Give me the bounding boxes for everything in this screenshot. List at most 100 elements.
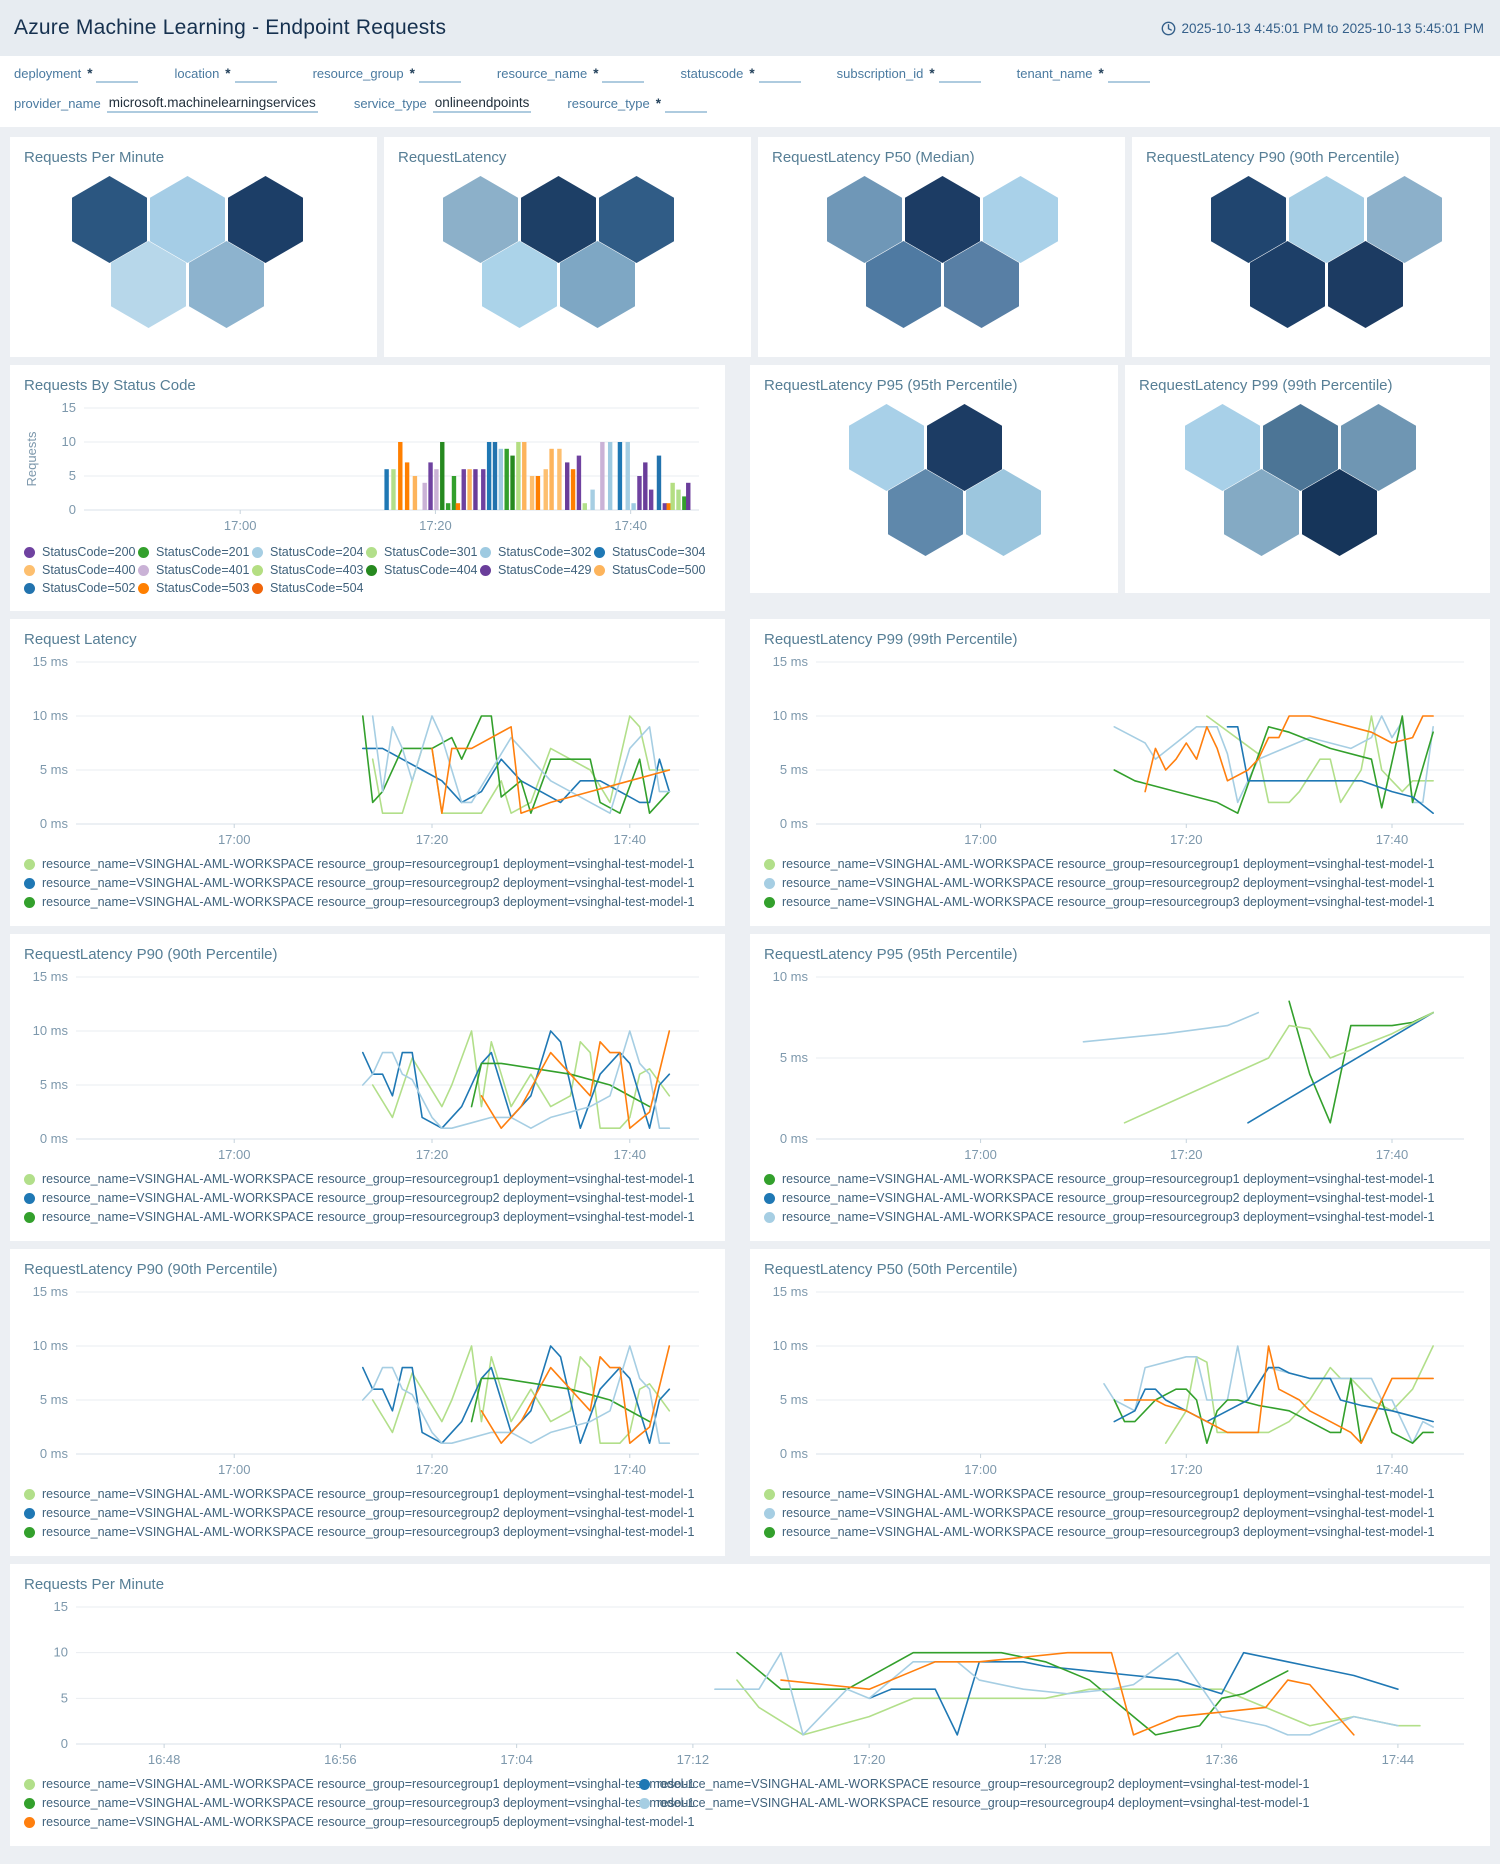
- filter-location[interactable]: location *: [174, 66, 277, 83]
- filter-input[interactable]: [758, 67, 801, 83]
- request-latency-p50-chart[interactable]: 0 ms 5 ms 10 ms 15 ms 17:00 17:20 17:40: [764, 1280, 1476, 1485]
- legend-item[interactable]: StatusCode=401: [138, 563, 252, 577]
- legend-item[interactable]: resource_name=VSINGHAL-AML-WORKSPACE res…: [24, 1777, 695, 1791]
- legend-item[interactable]: StatusCode=302: [480, 545, 594, 559]
- hexagon[interactable]: [827, 176, 902, 263]
- filter-deployment[interactable]: deployment *: [14, 66, 139, 83]
- filter-value[interactable]: *: [749, 66, 755, 81]
- hexagon[interactable]: [1328, 241, 1403, 328]
- hexmap-request-latency-p99[interactable]: [1139, 404, 1476, 560]
- filter-statuscode[interactable]: statuscode *: [680, 66, 801, 83]
- filter-service_type[interactable]: service_type onlineendpoints: [354, 95, 532, 113]
- legend-item[interactable]: resource_name=VSINGHAL-AML-WORKSPACE res…: [764, 857, 1476, 871]
- hexagon[interactable]: [1289, 176, 1364, 263]
- filter-provider_name[interactable]: provider_name microsoft.machinelearningse…: [14, 95, 318, 113]
- hexmap-request-latency[interactable]: [398, 176, 737, 332]
- request-latency-p99-chart[interactable]: 0 ms 5 ms 10 ms 15 ms 17:00 17:20 17:40: [764, 650, 1476, 855]
- filter-value[interactable]: onlineendpoints: [432, 95, 532, 113]
- status-code-bar-chart[interactable]: 0 5 10 15 17:00 17:20 17:40 Requests: [24, 396, 711, 541]
- filter-resource_group[interactable]: resource_group *: [313, 66, 461, 83]
- legend-item[interactable]: StatusCode=201: [138, 545, 252, 559]
- hexagon[interactable]: [599, 176, 674, 263]
- hexagon[interactable]: [1211, 176, 1286, 263]
- chart-canvas[interactable]: 0 ms 5 ms 10 ms 15 ms 17:00 17:20 17:40: [24, 650, 711, 850]
- filter-input[interactable]: [1107, 67, 1150, 83]
- legend-item[interactable]: StatusCode=500: [594, 563, 708, 577]
- hexagon[interactable]: [1341, 404, 1416, 491]
- legend-item[interactable]: resource_name=VSINGHAL-AML-WORKSPACE res…: [24, 1191, 711, 1205]
- requests-per-minute-chart[interactable]: 0 5 10 15 16:48 16:56 17:04 17:12 17:20 17:28 17:3…: [24, 1595, 1476, 1775]
- hexagon[interactable]: [927, 404, 1002, 491]
- legend-item[interactable]: resource_name=VSINGHAL-AML-WORKSPACE res…: [24, 1796, 695, 1810]
- filter-value[interactable]: *: [1098, 66, 1104, 81]
- legend-item[interactable]: resource_name=VSINGHAL-AML-WORKSPACE res…: [764, 895, 1476, 909]
- chart-canvas[interactable]: 0 5 10 15 17:00 17:20 17:40 Requests: [24, 396, 711, 536]
- legend-item[interactable]: StatusCode=404: [366, 563, 480, 577]
- legend-item[interactable]: StatusCode=200: [24, 545, 138, 559]
- hexagon[interactable]: [905, 176, 980, 263]
- filter-value[interactable]: *: [409, 66, 415, 81]
- legend-item[interactable]: StatusCode=502: [24, 581, 138, 595]
- filter-value[interactable]: *: [87, 66, 93, 81]
- request-latency-chart[interactable]: 0 ms 5 ms 10 ms 15 ms 17:00 17:20 17:40: [24, 650, 711, 855]
- legend-item[interactable]: resource_name=VSINGHAL-AML-WORKSPACE res…: [24, 1487, 711, 1501]
- hexagon[interactable]: [111, 241, 186, 328]
- legend-item[interactable]: resource_name=VSINGHAL-AML-WORKSPACE res…: [764, 1525, 1476, 1539]
- hexagon[interactable]: [521, 176, 596, 263]
- hexagon[interactable]: [560, 241, 635, 328]
- hexagon[interactable]: [72, 176, 147, 263]
- hexagon[interactable]: [443, 176, 518, 263]
- legend-item[interactable]: resource_name=VSINGHAL-AML-WORKSPACE res…: [24, 1506, 711, 1520]
- filter-resource_name[interactable]: resource_name *: [497, 66, 645, 83]
- chart-canvas[interactable]: 0 5 10 15 16:48 16:56 17:04 17:12 17:20 17:28 17:3…: [24, 1595, 1476, 1770]
- legend-item[interactable]: resource_name=VSINGHAL-AML-WORKSPACE res…: [764, 1506, 1476, 1520]
- hexagon[interactable]: [1185, 404, 1260, 491]
- legend-item[interactable]: StatusCode=503: [138, 581, 252, 595]
- legend-item[interactable]: resource_name=VSINGHAL-AML-WORKSPACE res…: [24, 895, 711, 909]
- request-latency-p90-chart[interactable]: 0 ms 5 ms 10 ms 15 ms 17:00 17:20 17:40: [24, 1280, 711, 1485]
- hexmap-request-latency-p50[interactable]: [772, 176, 1111, 332]
- legend-item[interactable]: StatusCode=301: [366, 545, 480, 559]
- filter-input[interactable]: [938, 67, 981, 83]
- hexagon[interactable]: [866, 241, 941, 328]
- hexagon[interactable]: [150, 176, 225, 263]
- chart-canvas[interactable]: 0 ms 5 ms 10 ms 15 ms 17:00 17:20 17:40: [764, 1280, 1476, 1480]
- chart-canvas[interactable]: 0 ms 5 ms 10 ms 15 ms 17:00 17:20 17:40: [764, 650, 1476, 850]
- filter-input[interactable]: [234, 67, 277, 83]
- hexmap-requests-per-minute[interactable]: [24, 176, 363, 332]
- hexagon[interactable]: [983, 176, 1058, 263]
- legend-item[interactable]: StatusCode=400: [24, 563, 138, 577]
- request-latency-p95-chart[interactable]: 0 ms 5 ms 10 ms 17:00 17:20 17:40: [764, 965, 1476, 1170]
- filter-value[interactable]: *: [929, 66, 935, 81]
- hexmap-request-latency-p95[interactable]: [764, 404, 1104, 560]
- hexagon[interactable]: [944, 241, 1019, 328]
- chart-canvas[interactable]: 0 ms 5 ms 10 ms 15 ms 17:00 17:20 17:40: [24, 965, 711, 1165]
- hexagon[interactable]: [888, 469, 963, 556]
- legend-item[interactable]: resource_name=VSINGHAL-AML-WORKSPACE res…: [24, 1525, 711, 1539]
- legend-item[interactable]: resource_name=VSINGHAL-AML-WORKSPACE res…: [24, 1815, 695, 1829]
- legend-item[interactable]: resource_name=VSINGHAL-AML-WORKSPACE res…: [764, 1191, 1476, 1205]
- hexagon[interactable]: [849, 404, 924, 491]
- hexagon[interactable]: [1367, 176, 1442, 263]
- legend-item[interactable]: StatusCode=204: [252, 545, 366, 559]
- hexagon[interactable]: [482, 241, 557, 328]
- filter-value[interactable]: *: [593, 66, 599, 81]
- hexagon[interactable]: [1224, 469, 1299, 556]
- legend-item[interactable]: StatusCode=403: [252, 563, 366, 577]
- hexmap-request-latency-p90[interactable]: [1146, 176, 1476, 332]
- request-latency-p90-chart[interactable]: 0 ms 5 ms 10 ms 15 ms 17:00 17:20 17:40: [24, 965, 711, 1170]
- legend-item[interactable]: StatusCode=504: [252, 581, 366, 595]
- legend-item[interactable]: StatusCode=304: [594, 545, 708, 559]
- legend-item[interactable]: resource_name=VSINGHAL-AML-WORKSPACE res…: [764, 1210, 1476, 1224]
- legend-item[interactable]: resource_name=VSINGHAL-AML-WORKSPACE res…: [764, 1172, 1476, 1186]
- hexagon[interactable]: [228, 176, 303, 263]
- hexagon[interactable]: [189, 241, 264, 328]
- filter-input[interactable]: [418, 67, 461, 83]
- legend-item[interactable]: resource_name=VSINGHAL-AML-WORKSPACE res…: [764, 1487, 1476, 1501]
- filter-resource_type[interactable]: resource_type *: [567, 96, 708, 113]
- legend-item[interactable]: resource_name=VSINGHAL-AML-WORKSPACE res…: [24, 1210, 711, 1224]
- hexagon[interactable]: [1263, 404, 1338, 491]
- filter-tenant_name[interactable]: tenant_name *: [1017, 66, 1150, 83]
- chart-canvas[interactable]: 0 ms 5 ms 10 ms 17:00 17:20 17:40: [764, 965, 1476, 1165]
- legend-item[interactable]: StatusCode=429: [480, 563, 594, 577]
